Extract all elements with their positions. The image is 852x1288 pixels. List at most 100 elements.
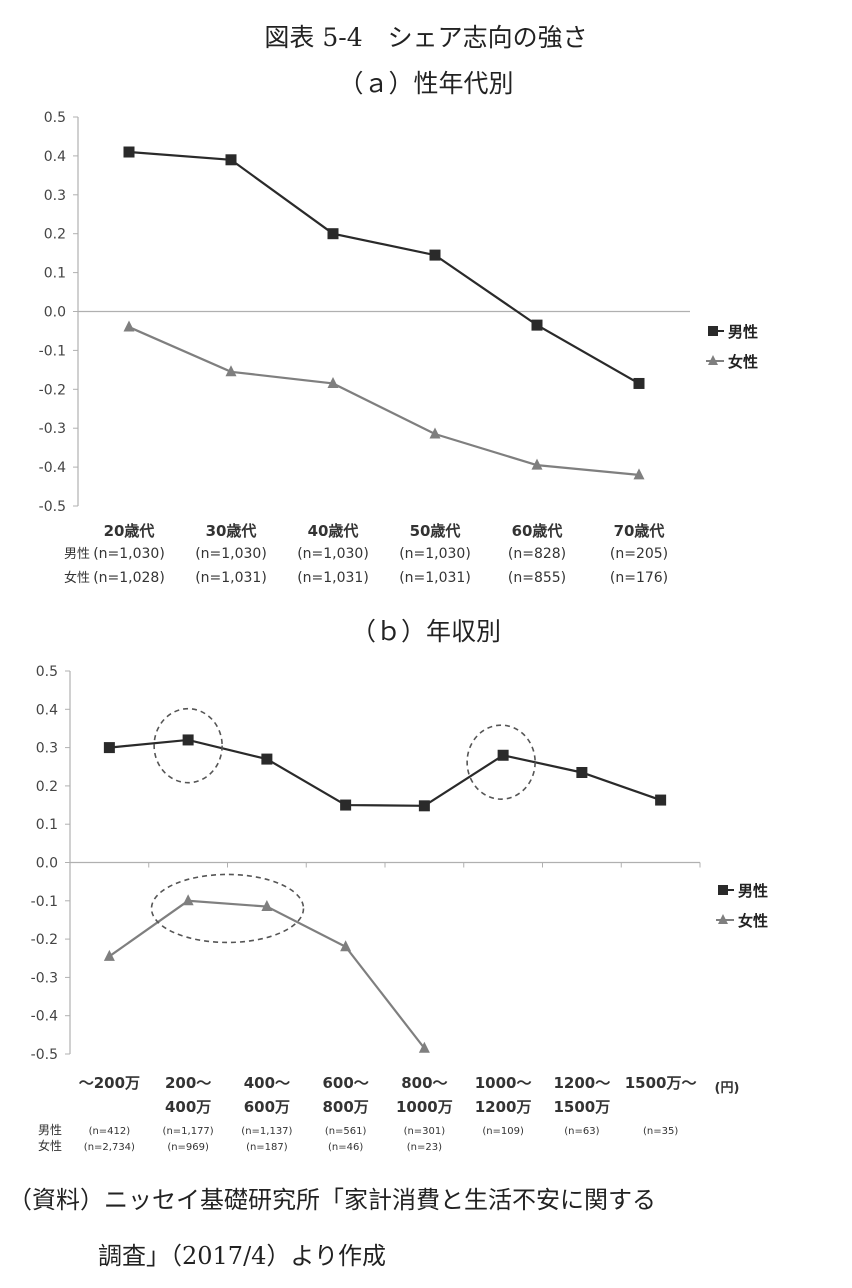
figure-title: 図表 5-4 シェア志向の強さ [264,23,588,52]
chart-b-female-point [182,894,194,906]
chart-b-y-tick-label: -0.1 [31,894,58,910]
chart-a-y-tick-label: 0.1 [44,266,66,282]
chart-b-n-male-label: (n=301) [404,1126,446,1137]
chart-a-male-point [429,249,441,261]
chart-a-row-label-female: 女性 [64,570,90,586]
chart-a-female-point [633,468,645,480]
chart-b-male-point [418,800,430,812]
chart-b-y-tick-label: 0.5 [36,664,58,680]
chart-b-female-point [418,1041,430,1053]
chart-b-y-tick-label: 0.0 [36,856,58,872]
source-line-2: 調査」（2017/4）より作成 [98,1242,386,1270]
chart-b-highlight-circle [153,707,223,784]
chart-b-male-point [340,799,352,811]
chart-b-n-female-label: (n=23) [407,1142,442,1153]
chart-b-n-male-label: (n=412) [89,1126,131,1137]
chart-a-legend-male-marker [708,326,718,336]
chart-a-n-male-label: (n=1,030) [297,546,369,562]
chart-a-male-line [128,150,640,385]
chart-b-n-male-label: (n=1,177) [163,1126,214,1137]
chart-a-n-female-label: (n=1,028) [93,570,165,586]
chart-b-y-tick-label: 0.2 [36,779,58,795]
chart-b-category-label: 800～ [401,1074,447,1092]
chart-a-n-male-label: (n=828) [508,546,566,562]
chart-b-n-female-label: (n=46) [328,1142,363,1153]
chart-b-category-label: 1500万～ [625,1074,697,1092]
chart-b-category-label: 1200万 [475,1098,532,1116]
chart-a-n-female-label: (n=855) [508,570,566,586]
chart-b-male-point [576,766,588,778]
chart-b-n-female-label: (n=2,734) [84,1142,135,1153]
chart-b-male-point [497,749,509,761]
chart-a-male-point [327,228,339,240]
chart-a-category-label: 40歳代 [308,522,359,540]
chart-b-unit-label: (円) [715,1081,740,1096]
chart-a-legend-female-marker [708,355,718,365]
chart-a-y-tick-label: -0.4 [39,460,66,476]
chart-a-category-label: 70歳代 [614,522,665,540]
chart-b-female-point [261,900,273,912]
chart-b-category-label: 600万 [244,1098,290,1116]
chart-a-female-line [128,326,640,476]
chart-b-n-female-label: (n=187) [246,1142,288,1153]
chart-b-highlight-ellipse [150,873,305,944]
chart-b-n-male-label: (n=35) [643,1126,678,1137]
chart-b-legend-male-label: 男性 [738,882,768,900]
chart-b-row-label-female: 女性 [38,1138,62,1153]
chart-b-category-label: 400～ [244,1074,290,1092]
chart-a-y-tick-label: -0.1 [39,343,66,359]
chart-a-category-label: 50歳代 [410,522,461,540]
chart-b-y-tick-label: 0.3 [36,741,58,757]
source-line-1: （資料）ニッセイ基礎研究所「家計消費と生活不安に関する [8,1186,656,1214]
chart-a-y-tick-label: 0.5 [44,110,66,126]
chart-a-y-tick-label: 0.0 [44,305,66,321]
chart-a-n-female-label: (n=176) [610,570,668,586]
chart-a-n-male-label: (n=1,030) [195,546,267,562]
chart-b-legend-female-marker [718,914,728,924]
chart-b-category-label: 1200～ [554,1074,611,1092]
chart-a-female-point [429,427,441,439]
chart-a-category-label: 30歳代 [206,522,257,540]
chart-a-female-point [123,320,135,332]
chart-b-y-tick-label: -0.5 [31,1047,58,1063]
chart-b-n-male-label: (n=561) [325,1126,367,1137]
chart-b-category-label: 800万 [322,1098,368,1116]
chart-b-category-label: 1000～ [475,1074,532,1092]
chart-b-title: （ｂ）年収別 [350,617,501,646]
chart-b-y-tick-label: -0.3 [31,970,58,986]
chart-a-category-label: 60歳代 [512,522,563,540]
chart-a-n-male-label: (n=1,030) [93,546,165,562]
chart-a-y-tick-label: 0.4 [44,149,66,165]
chart-b-y-tick-label: -0.4 [31,1009,58,1025]
chart-a-category-label: 20歳代 [104,522,155,540]
chart-a-female-point [327,376,339,388]
chart-a-row-label-male: 男性 [64,547,90,562]
chart-a-legend-male-label: 男性 [728,323,758,341]
chart-b-category-label: 400万 [165,1098,211,1116]
chart-a-y-tick-label: -0.3 [39,421,66,437]
chart-a-male-point [633,377,645,389]
chart-a-y-tick-label: -0.2 [39,382,66,398]
chart-a-title: （ａ）性年代別 [338,69,514,98]
chart-a-n-female-label: (n=1,031) [297,570,369,586]
chart-b-male-line [109,738,661,807]
chart-b-n-male-label: (n=1,137) [241,1126,292,1137]
chart-a-y-tick-label: -0.5 [39,499,66,515]
chart-a-female-point [531,458,543,470]
chart-a-n-female-label: (n=1,031) [195,570,267,586]
chart-a-n-male-label: (n=1,030) [399,546,471,562]
chart-a-y-tick-label: 0.2 [44,227,66,243]
chart-b-female-point [103,949,115,961]
chart-b-category-label: 1500万 [554,1098,611,1116]
chart-a-male-point [225,154,237,166]
chart-b-n-female-label: (n=969) [167,1142,209,1153]
chart-a-male-point [531,319,543,331]
chart-b-male-point [655,794,667,806]
chart-b-highlight-circle [466,724,536,800]
chart-b-category-label: 200～ [165,1074,211,1092]
chart-b-male-point [103,742,115,754]
chart-b-row-label-male: 男性 [38,1123,62,1137]
chart-b-n-male-label: (n=109) [482,1126,524,1137]
chart-b-category-label: ～200万 [79,1074,140,1092]
